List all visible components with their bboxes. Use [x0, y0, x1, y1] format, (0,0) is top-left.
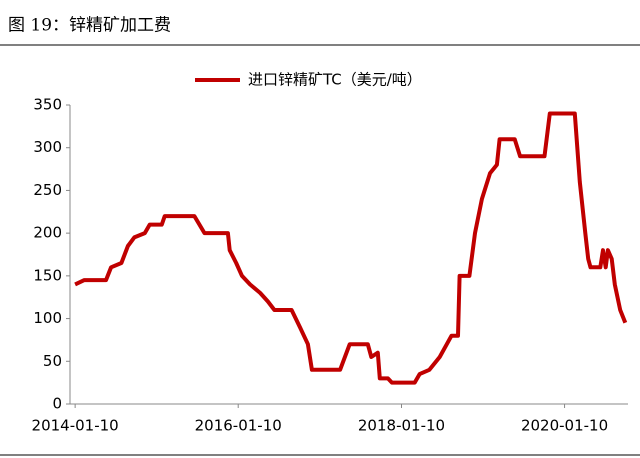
x-tick-label: 2018-01-10 [358, 417, 445, 435]
chart-title: 图 19：锌精矿加工费 [8, 16, 171, 36]
y-tick-label: 200 [33, 224, 62, 242]
y-tick-label: 0 [52, 395, 62, 413]
x-tick-label: 2016-01-10 [195, 417, 282, 435]
y-tick-label: 150 [33, 266, 62, 284]
y-tick-label: 350 [33, 96, 62, 114]
y-tick-label: 100 [33, 309, 62, 327]
x-tick-label: 2020-01-10 [521, 417, 608, 435]
y-tick-label: 300 [33, 138, 62, 156]
legend-label: 进口锌精矿TC（美元/吨） [248, 71, 422, 89]
y-tick-label: 250 [33, 181, 62, 199]
y-tick-label: 50 [43, 352, 62, 370]
series-line [74, 111, 628, 385]
x-tick-label: 2014-01-10 [32, 417, 119, 435]
